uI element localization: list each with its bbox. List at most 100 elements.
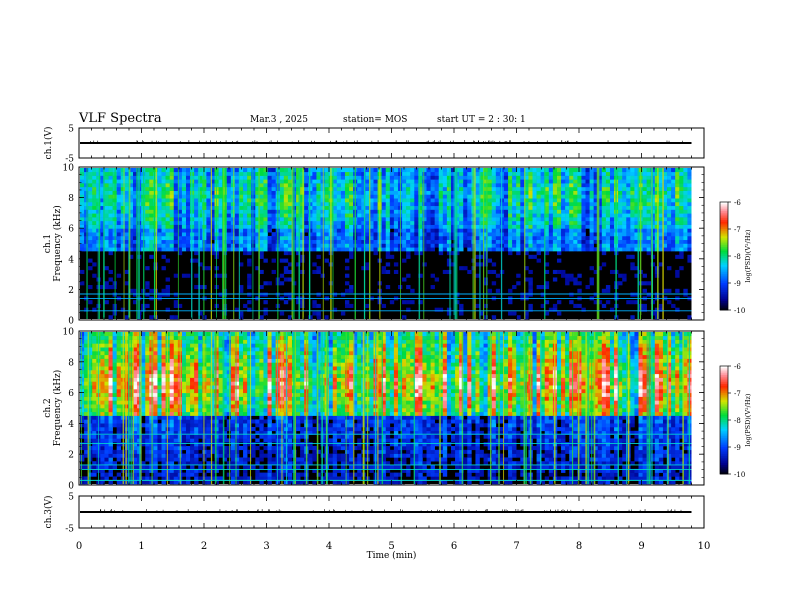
spectrogram-cell [296, 262, 301, 267]
spectrogram-cell [104, 404, 109, 409]
spectrogram-cell [100, 381, 105, 386]
spectrogram-cell [516, 247, 521, 252]
spectrogram-cell [597, 300, 603, 305]
spectrogram-cell [393, 243, 399, 248]
spectrogram-cell [100, 186, 105, 191]
spectrogram-cell [630, 194, 635, 199]
spectrogram-cell [218, 194, 223, 199]
spectrogram-cell [446, 217, 452, 222]
spectrogram-cell [169, 453, 175, 458]
spectrogram-cell [548, 239, 554, 244]
spectrogram-cell [124, 446, 130, 451]
spectrogram-cell [565, 198, 570, 203]
spectrogram-cell [149, 404, 154, 409]
spectrogram-cell [181, 224, 187, 229]
spectrogram-cell [618, 220, 623, 225]
spectrogram-cell [381, 266, 387, 271]
spectrogram-cell [406, 217, 411, 222]
spectrogram-cell [475, 179, 480, 184]
spectrogram-cell [108, 205, 113, 210]
spectrogram-cell [389, 183, 395, 188]
spectrogram-cell [609, 243, 615, 248]
spectrogram-cell [255, 217, 260, 222]
spectrogram-cell [544, 281, 550, 286]
spectrogram-cell [679, 266, 684, 271]
spectrogram-cell [675, 168, 680, 173]
spectrogram-cell [104, 194, 109, 199]
spectrogram-cell [120, 307, 126, 312]
spectrogram-cell [536, 168, 541, 173]
spectrogram-cell [630, 300, 635, 305]
spectrogram-cell [573, 209, 578, 214]
spectrogram-cell [153, 358, 158, 363]
spectrogram-cell [124, 217, 130, 222]
spectrogram-cell [145, 228, 150, 233]
spectrogram-cell [406, 239, 411, 244]
spectrogram-cell [385, 235, 391, 241]
spectrogram-cell [141, 366, 146, 371]
spectrogram-cell [133, 300, 138, 305]
spectrogram-cell [177, 198, 183, 203]
spectrogram-cell [503, 175, 509, 180]
spectrogram-cell [177, 228, 183, 233]
spectrogram-cell [569, 232, 574, 237]
spectrogram-cell [149, 201, 154, 207]
spectrogram-cell [145, 179, 150, 184]
spectrogram-cell [679, 235, 684, 241]
spectrogram-cell [116, 423, 122, 428]
spectrogram-cell [116, 239, 122, 244]
spectrogram-cell [267, 190, 272, 195]
spectrogram-cell [626, 213, 631, 218]
spectrogram-cell [279, 201, 285, 207]
spectrogram-cell [349, 190, 354, 195]
spectrogram-cell [609, 205, 615, 210]
spectrogram-cell [450, 205, 456, 210]
spectrogram-cell [104, 434, 109, 439]
spectrogram-cell [675, 198, 680, 203]
spectrogram-cell [312, 171, 317, 176]
spectrogram-cell [141, 465, 146, 470]
spectrogram-cell [548, 190, 554, 195]
spectrogram-cell [483, 232, 488, 237]
spectrogram-cell [581, 175, 586, 180]
spectrogram-cell [561, 224, 566, 229]
spectrogram-cell [622, 224, 627, 229]
spectrogram-cell [385, 262, 391, 267]
spectrogram-cell [675, 183, 680, 188]
spectrogram-cell [263, 258, 268, 263]
spectrogram-cell [80, 370, 85, 375]
spectrogram-cell [161, 446, 166, 451]
spectrogram-cell [479, 201, 484, 207]
spectrogram-cell [181, 411, 187, 416]
spectrogram-cell [426, 201, 431, 207]
spectrogram-cell [133, 232, 138, 237]
spectrogram-cell [100, 430, 105, 435]
spectrogram-cell [658, 168, 664, 173]
spectrogram-cell [520, 243, 525, 248]
spectrogram-cell [508, 194, 513, 199]
spectrogram-cell [683, 201, 688, 207]
spectrogram-cell [565, 277, 570, 282]
spectrogram-cell [589, 201, 594, 207]
spectrogram-cell [133, 366, 138, 371]
spectrogram-cell [149, 408, 154, 413]
spectrogram-cell [108, 480, 113, 485]
spectrogram-cell [336, 190, 342, 195]
spectrogram-cell [157, 434, 162, 439]
spectrogram-cell [565, 273, 570, 278]
spectrogram-cell [251, 183, 256, 188]
spectrogram-cell [605, 285, 611, 290]
spectrogram-cell [304, 209, 309, 214]
spectrogram-cell [381, 171, 387, 176]
spectrogram-cell [556, 168, 562, 173]
spectrogram-cell [169, 201, 175, 207]
spectrogram-cell [173, 480, 179, 485]
spectrogram-cell [100, 198, 105, 203]
spectrogram-cell [124, 385, 130, 390]
spectrogram-cell [210, 247, 215, 252]
spectrogram-cell [169, 457, 175, 462]
spectrogram-cell [124, 389, 130, 394]
spectrogram-cell [124, 171, 130, 176]
spectrogram-cell [512, 311, 517, 316]
spectrogram-cell [324, 168, 329, 173]
